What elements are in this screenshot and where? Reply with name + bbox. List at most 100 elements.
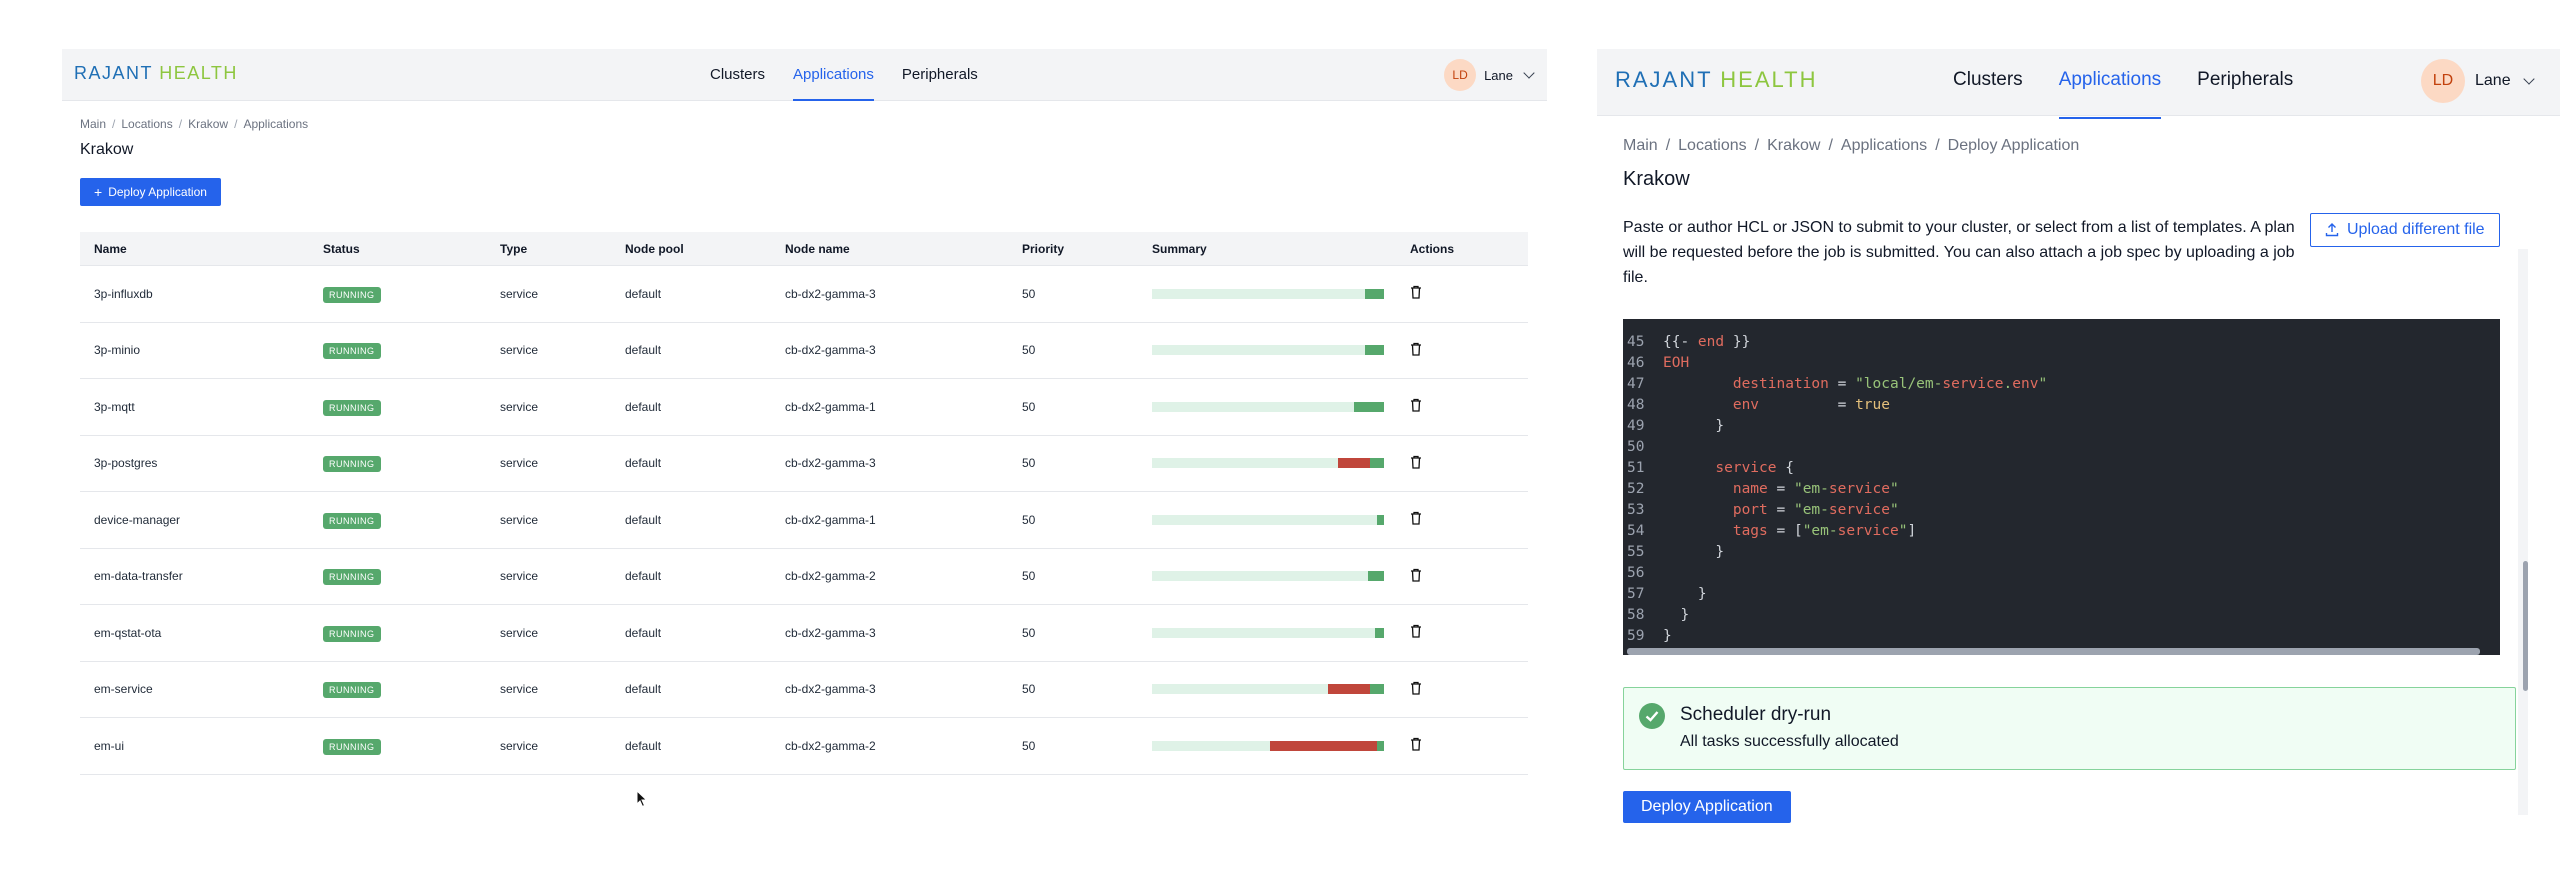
user-menu[interactable]: LD Lane <box>2421 59 2535 103</box>
app-name[interactable]: 3p-minio <box>94 343 141 358</box>
nav-peripherals[interactable]: Peripherals <box>901 66 978 83</box>
breadcrumb-locations[interactable]: Locations <box>121 117 173 131</box>
page-scrollbar-track[interactable] <box>2518 249 2528 815</box>
status-cell: RUNNING <box>323 569 381 586</box>
delete-button[interactable] <box>1410 455 1422 472</box>
running-segment <box>1354 401 1384 412</box>
job-spec-code-editor[interactable]: 45 {{- end }} 46 EOH 47 destination = "local… <box>1623 319 2500 655</box>
chevron-down-icon <box>2522 73 2535 85</box>
app-name[interactable]: em-data-transfer <box>94 569 183 584</box>
app-type: service <box>500 625 539 640</box>
priority: 50 <box>1022 625 1036 640</box>
editor-partial-line <box>1623 319 2500 332</box>
nav-applications[interactable]: Applications <box>2058 49 2162 119</box>
allocation-summary-bar[interactable] <box>1152 514 1384 525</box>
allocation-summary-bar[interactable] <box>1152 401 1384 412</box>
table-row[interactable]: em-ui RUNNING service default cb-dx2-gamma-2… <box>80 718 1528 775</box>
app-name[interactable]: device-manager <box>94 512 181 527</box>
nav-clusters[interactable]: Clusters <box>710 66 766 83</box>
table-row[interactable]: device-manager RUNNING service default cb-dx… <box>80 492 1528 549</box>
breadcrumb-locations[interactable]: Locations <box>1678 137 1747 154</box>
delete-button[interactable] <box>1410 624 1422 641</box>
summary-cell <box>1152 401 1384 412</box>
status-badge: RUNNING <box>323 343 381 360</box>
col-status[interactable]: Status <box>323 241 360 256</box>
nav-links: Clusters Applications Peripherals <box>710 49 978 101</box>
app-name[interactable]: 3p-mqtt <box>94 399 135 414</box>
nav-peripherals[interactable]: Peripherals <box>2197 69 2294 90</box>
delete-button[interactable] <box>1410 285 1422 302</box>
allocation-summary-bar[interactable] <box>1152 627 1384 638</box>
node-name: cb-dx2-gamma-3 <box>785 682 876 697</box>
col-type[interactable]: Type <box>500 241 528 256</box>
delete-button[interactable] <box>1410 568 1422 585</box>
breadcrumb-krakow[interactable]: Krakow <box>188 117 229 131</box>
deploy-application-label: Deploy Application <box>108 185 207 199</box>
rajant-health-logo[interactable]: RAJANT HEALTH <box>1615 67 1818 92</box>
running-segment <box>1377 514 1384 525</box>
node-name: cb-dx2-gamma-3 <box>785 625 876 640</box>
app-name[interactable]: em-ui <box>94 738 125 753</box>
line-number: 52 <box>1627 481 1645 497</box>
app-name[interactable]: em-qstat-ota <box>94 625 162 640</box>
delete-button[interactable] <box>1410 398 1422 415</box>
allocation-summary-bar[interactable] <box>1152 345 1384 356</box>
table-row[interactable]: 3p-minio RUNNING service default cb-dx2-gamm… <box>80 323 1528 379</box>
running-segment <box>1370 458 1384 469</box>
deploy-application-button[interactable]: + Deploy Application <box>80 178 221 206</box>
allocation-summary-bar[interactable] <box>1152 684 1384 695</box>
col-node-pool[interactable]: Node pool <box>625 241 684 256</box>
app-name[interactable]: em-service <box>94 682 153 697</box>
code-line: 46 EOH <box>1623 353 2500 374</box>
trash-icon <box>1411 399 1421 412</box>
page-scrollbar-thumb[interactable] <box>2523 561 2528 691</box>
rajant-health-logo[interactable]: RAJANT HEALTH <box>74 63 238 83</box>
table-row[interactable]: 3p-postgres RUNNING service default cb-dx2-g… <box>80 436 1528 492</box>
col-node-name[interactable]: Node name <box>785 241 850 256</box>
col-name[interactable]: Name <box>94 241 127 256</box>
app-name[interactable]: 3p-influxdb <box>94 286 153 301</box>
upload-different-file-button[interactable]: Upload different file <box>2310 213 2500 247</box>
priority: 50 <box>1022 569 1036 584</box>
line-number: 49 <box>1627 418 1645 434</box>
allocation-summary-bar[interactable] <box>1152 288 1384 299</box>
delete-button[interactable] <box>1410 511 1422 528</box>
breadcrumb-separator: / <box>1754 137 1760 154</box>
col-priority[interactable]: Priority <box>1022 241 1065 256</box>
allocation-summary-bar[interactable] <box>1152 458 1384 469</box>
breadcrumb-applications[interactable]: Applications <box>1840 137 1928 154</box>
delete-button[interactable] <box>1410 737 1422 754</box>
deploy-application-submit-button[interactable]: Deploy Application <box>1623 791 1791 823</box>
table-row[interactable]: 3p-influxdb RUNNING service default cb-dx2-g… <box>80 266 1528 323</box>
delete-button[interactable] <box>1410 342 1422 359</box>
table-row[interactable]: em-qstat-ota RUNNING service default cb-dx2-… <box>80 605 1528 662</box>
breadcrumb-main[interactable]: Main <box>1623 137 1658 154</box>
code-line: 58 } <box>1623 605 2500 626</box>
editor-horizontal-scrollbar[interactable] <box>1627 648 2480 655</box>
code-text: tags = ["em-service"] <box>1732 523 1917 539</box>
app-name[interactable]: 3p-postgres <box>94 456 158 471</box>
table-row[interactable]: em-data-transfer RUNNING service default cb-… <box>80 549 1528 605</box>
user-menu[interactable]: LD Lane <box>1444 59 1535 91</box>
nav-clusters[interactable]: Clusters <box>1953 69 2023 90</box>
trash-icon <box>1411 512 1421 525</box>
breadcrumb: Main / Locations / Krakow / Applications / D… <box>1623 137 2079 155</box>
allocation-summary-bar[interactable] <box>1152 740 1384 751</box>
app-type: service <box>500 456 539 471</box>
mouse-cursor-icon <box>636 790 648 808</box>
app-type: service <box>500 682 539 697</box>
status-badge: RUNNING <box>323 456 381 473</box>
table-row[interactable]: em-service RUNNING service default cb-dx2-ga… <box>80 662 1528 718</box>
breadcrumb-krakow[interactable]: Krakow <box>1767 137 1821 154</box>
table-row[interactable]: 3p-mqtt RUNNING service default cb-dx2-gamma… <box>80 379 1528 436</box>
delete-button[interactable] <box>1410 681 1422 698</box>
breadcrumb-main[interactable]: Main <box>80 117 107 131</box>
nav-applications[interactable]: Applications <box>793 49 874 101</box>
status-cell: RUNNING <box>323 399 381 416</box>
line-number: 59 <box>1627 628 1645 644</box>
priority: 50 <box>1022 456 1036 471</box>
allocation-summary-bar[interactable] <box>1152 571 1384 582</box>
summary-cell <box>1152 740 1384 751</box>
summary-cell <box>1152 514 1384 525</box>
trash-icon <box>1411 455 1421 469</box>
